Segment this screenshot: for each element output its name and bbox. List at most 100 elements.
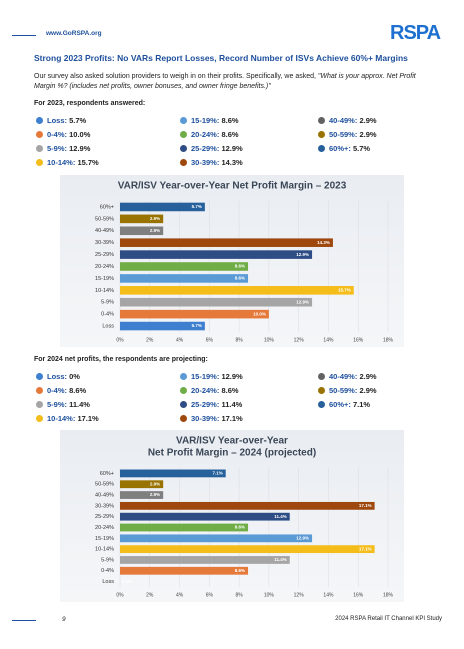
legend-text: 20-24%: 8.6% [191, 130, 239, 139]
legend-text: 15-19%: 8.6% [191, 116, 239, 125]
url: www.GoRSPA.org [46, 30, 102, 37]
legend-value: 8.6% [221, 129, 239, 139]
legend-text: 40-49%: 2.9% [329, 116, 377, 125]
bar [120, 250, 313, 259]
legend-value: 15.7% [77, 157, 99, 167]
intro: Our survey also asked solution providers… [34, 72, 434, 92]
y-tick-label: 0-4% [101, 312, 114, 318]
legend-dot [180, 144, 187, 152]
legend-dot [180, 116, 187, 124]
value-label: 10.0% [253, 311, 266, 316]
value-label: 8.6% [235, 264, 245, 269]
legend-value: 0% [69, 371, 80, 381]
legend-label: 5-9%: [47, 399, 68, 409]
legend-item: 25-29%: 11.4% [180, 397, 318, 411]
x-tick-label: 2% [146, 592, 154, 598]
legend-value: 5.7% [69, 115, 87, 125]
legend-label: 40-49%: [329, 371, 358, 381]
bar [120, 480, 164, 489]
y-tick-label: 10-14% [95, 288, 114, 294]
bar [120, 274, 249, 283]
y-tick-label: 5-9% [101, 557, 114, 563]
legend-text: 25-29%: 12.9% [191, 144, 243, 153]
legend-text: Loss: 0% [47, 372, 80, 381]
bar [120, 262, 249, 271]
legend-item: 60%+: 5.7% [318, 141, 418, 155]
legend-label: 30-39%: [191, 157, 220, 167]
legend-label: 10-14%: [47, 157, 76, 167]
bar [120, 523, 249, 532]
value-label: 17.1% [359, 503, 372, 508]
section-title: For 2023, respondents answered: [34, 100, 146, 107]
legend-item: 40-49%: 2.9% [318, 113, 418, 127]
value-label: 2.9% [150, 481, 160, 486]
legend-item: 20-24%: 8.6% [180, 127, 318, 141]
y-tick-label: 25-29% [95, 252, 114, 258]
x-tick-label: 4% [176, 592, 184, 598]
bar [120, 566, 249, 575]
legend-label: 40-49%: [329, 115, 358, 125]
chart: VAR/ISV Year-over-Year Net Profit Margin… [95, 181, 394, 344]
x-tick-label: 0% [116, 337, 124, 343]
x-tick-label: 18% [383, 337, 394, 343]
bar [120, 202, 205, 212]
y-tick-label: 20-24% [95, 264, 114, 270]
x-tick-label: 16% [353, 337, 364, 343]
bar [120, 309, 269, 319]
bar [120, 491, 164, 499]
legend-value: 2.9% [359, 385, 377, 395]
y-tick-label: 10-14% [95, 547, 114, 553]
legend-item: Loss: 5.7% [36, 113, 180, 127]
legend-item: 15-19%: 12.9% [180, 369, 318, 383]
legend-item: 60%+: 7.1% [318, 397, 418, 411]
bar [120, 534, 313, 543]
y-tick-label: 20-24% [95, 525, 114, 531]
legend-value: 12.9% [69, 143, 91, 153]
value-label: 2.9% [150, 492, 160, 497]
legend-text: 10-14%: 17.1% [47, 414, 99, 423]
legend-dot [180, 158, 187, 166]
legend-value: 7.1% [352, 399, 371, 409]
value-label: 11.4% [274, 514, 287, 519]
legend-label: 60%+: [329, 399, 351, 409]
legend-item: 5-9%: 11.4% [36, 397, 180, 411]
legend-value: 2.9% [359, 115, 377, 125]
rule [12, 620, 36, 621]
legend-item: 50-59%: 2.9% [318, 383, 418, 397]
legend-dot [318, 400, 325, 408]
x-tick-label: 14% [323, 592, 334, 598]
value-label: 5.7% [192, 204, 202, 209]
x-tick-label: 18% [383, 592, 394, 598]
legend-value: 8.6% [69, 385, 87, 395]
x-tick-label: 8% [235, 592, 243, 598]
legend-value: 8.6% [221, 115, 239, 125]
legend-value: 2.9% [359, 129, 377, 139]
bar [120, 226, 164, 236]
legend-item: 0-4%: 8.6% [36, 383, 180, 397]
legend-text: 0-4%: 8.6% [47, 386, 86, 395]
legend-dot [318, 372, 325, 380]
chart-title: VAR/ISV Year-over-Year [176, 436, 288, 447]
x-tick-label: 10% [264, 592, 275, 598]
legend-value: 17.1% [77, 413, 99, 423]
legend-dot [180, 130, 187, 138]
legend-value: 2.9% [359, 371, 377, 381]
legend-dot [318, 386, 325, 394]
legend-item: 15-19%: 8.6% [180, 113, 318, 127]
legend: Loss: 0% 0-4%: 8.6% 5-9%: 11.4% 10-14%: 17.… [36, 369, 418, 425]
bar [120, 512, 290, 521]
legend-text: 30-39%: 14.3% [191, 158, 243, 167]
legend-text: 50-59%: 2.9% [329, 386, 377, 395]
legend: Loss: 5.7% 0-4%: 10.0% 5-9%: 12.9% 10-14%: … [36, 113, 418, 169]
x-tick-label: 0% [116, 592, 124, 598]
bar [120, 238, 333, 247]
bar [120, 501, 375, 510]
legend-label: Loss: [47, 371, 68, 381]
legend-text: 30-39%: 17.1% [191, 414, 243, 423]
y-tick-label: Loss [102, 579, 114, 585]
legend-label: 25-29%: [191, 399, 220, 409]
y-tick-label: 60%+ [100, 204, 114, 210]
value-label: 2.9% [150, 216, 160, 221]
